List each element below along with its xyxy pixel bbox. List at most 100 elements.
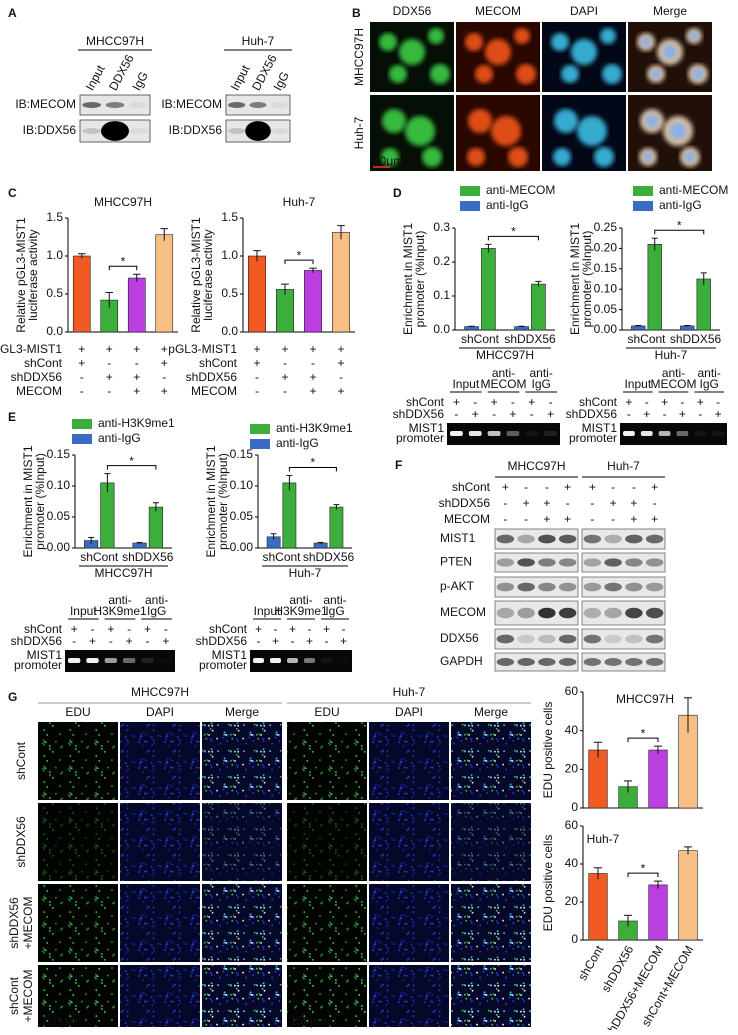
micrograph-signal	[451, 884, 531, 962]
table-cell: -	[80, 384, 84, 398]
bar	[648, 884, 668, 941]
y-tick-label: 0.5	[221, 286, 238, 300]
table-row-label: shCont	[406, 395, 445, 409]
y-tick-label: 20	[565, 762, 579, 776]
band	[645, 607, 664, 619]
legend-swatch	[250, 424, 270, 434]
blot	[494, 628, 579, 650]
stain-label: EDU	[314, 705, 339, 719]
table-row-label: MECOM	[16, 384, 62, 398]
y-axis-label: Enrichment in MIST1	[21, 445, 35, 557]
band	[82, 128, 101, 134]
band	[249, 102, 267, 108]
blot-label: IB:DDX56	[169, 123, 223, 137]
table-row-label: shDDX56	[11, 634, 63, 648]
cell	[381, 148, 399, 166]
gel-band	[270, 658, 281, 663]
blot	[494, 552, 579, 573]
band	[625, 658, 643, 666]
table-cell: +	[610, 496, 617, 510]
table-cell: -	[257, 634, 261, 648]
nucleus	[643, 152, 653, 162]
y-tick-label: 0.00	[47, 540, 71, 554]
gel-label: promoter	[14, 658, 62, 672]
table-cell: -	[109, 634, 113, 648]
table-cell: -	[680, 395, 684, 409]
cell	[577, 116, 607, 146]
table-cell: +	[309, 370, 316, 384]
significance-bracket	[627, 872, 659, 878]
gel-band	[253, 658, 264, 663]
micrograph-signal	[369, 722, 449, 800]
row-label: shCont	[14, 741, 28, 780]
band	[558, 582, 577, 592]
table-cell: -	[127, 622, 131, 636]
nucleus	[689, 31, 699, 41]
table-cell: -	[590, 512, 594, 526]
table-cell: +	[337, 384, 344, 398]
gel-band	[160, 658, 172, 663]
micrograph-signal	[369, 884, 449, 962]
micrograph-signal	[202, 803, 282, 881]
table-row-label: shDDX56	[196, 634, 248, 648]
y-tick-label: 0.5	[46, 286, 63, 300]
table-cell: -	[632, 480, 636, 494]
legend-label: anti-IgG	[276, 436, 319, 450]
band	[517, 634, 535, 644]
legend-swatch	[633, 186, 653, 196]
band	[604, 582, 622, 592]
scale-bar-label: 100μm	[41, 1014, 78, 1028]
bar	[148, 506, 163, 549]
y-tick-label: 1.5	[46, 210, 63, 224]
gel	[250, 650, 352, 672]
x-tick-label: shCont	[627, 332, 666, 346]
band	[583, 582, 602, 592]
bar	[531, 283, 546, 331]
legend-swatch	[72, 419, 92, 429]
blot-label: IB:DDX56	[23, 123, 77, 137]
significance-label: *	[641, 726, 646, 740]
table-cell: -	[107, 384, 111, 398]
micrograph-signal	[120, 965, 200, 1027]
table-cell: +	[133, 342, 140, 356]
band	[517, 607, 535, 619]
band	[496, 658, 515, 666]
gel-band	[694, 431, 707, 436]
table-cell: -	[91, 622, 95, 636]
band	[538, 658, 556, 666]
x-axis-label: MHCC97H	[94, 566, 152, 580]
table-cell: -	[549, 395, 553, 409]
significance-bracket	[627, 737, 659, 743]
y-tick-label: 60	[565, 684, 579, 698]
table-cell: +	[133, 370, 140, 384]
y-tick-label: 0	[571, 800, 578, 814]
table-cell: -	[454, 407, 458, 421]
panel-letter: F	[395, 458, 402, 472]
blot	[225, 94, 291, 116]
cell	[405, 116, 435, 146]
lane-header: Input	[624, 377, 651, 391]
nucleus	[641, 37, 651, 47]
band	[129, 102, 148, 108]
table-cell: +	[253, 356, 260, 370]
table-cell: +	[323, 622, 330, 636]
lane-header: IgG	[531, 377, 550, 391]
table-cell: +	[272, 634, 279, 648]
y-tick-label: 0.1	[433, 288, 450, 302]
table-cell: +	[161, 384, 168, 398]
x-tick-label: shDDX56	[670, 332, 722, 346]
bar	[588, 873, 608, 941]
table-cell: -	[663, 407, 667, 421]
y-tick-label: 0.05	[230, 509, 254, 523]
band	[583, 634, 602, 644]
gel-band	[141, 658, 154, 663]
gel-band	[676, 431, 689, 436]
band	[517, 558, 535, 567]
table-cell: -	[311, 356, 315, 370]
blot	[581, 552, 666, 573]
table-cell: +	[162, 634, 169, 648]
micrograph-signal	[120, 803, 200, 881]
blot-label: GAPDH	[440, 654, 483, 668]
lane-header: H3K9me1	[274, 604, 328, 618]
